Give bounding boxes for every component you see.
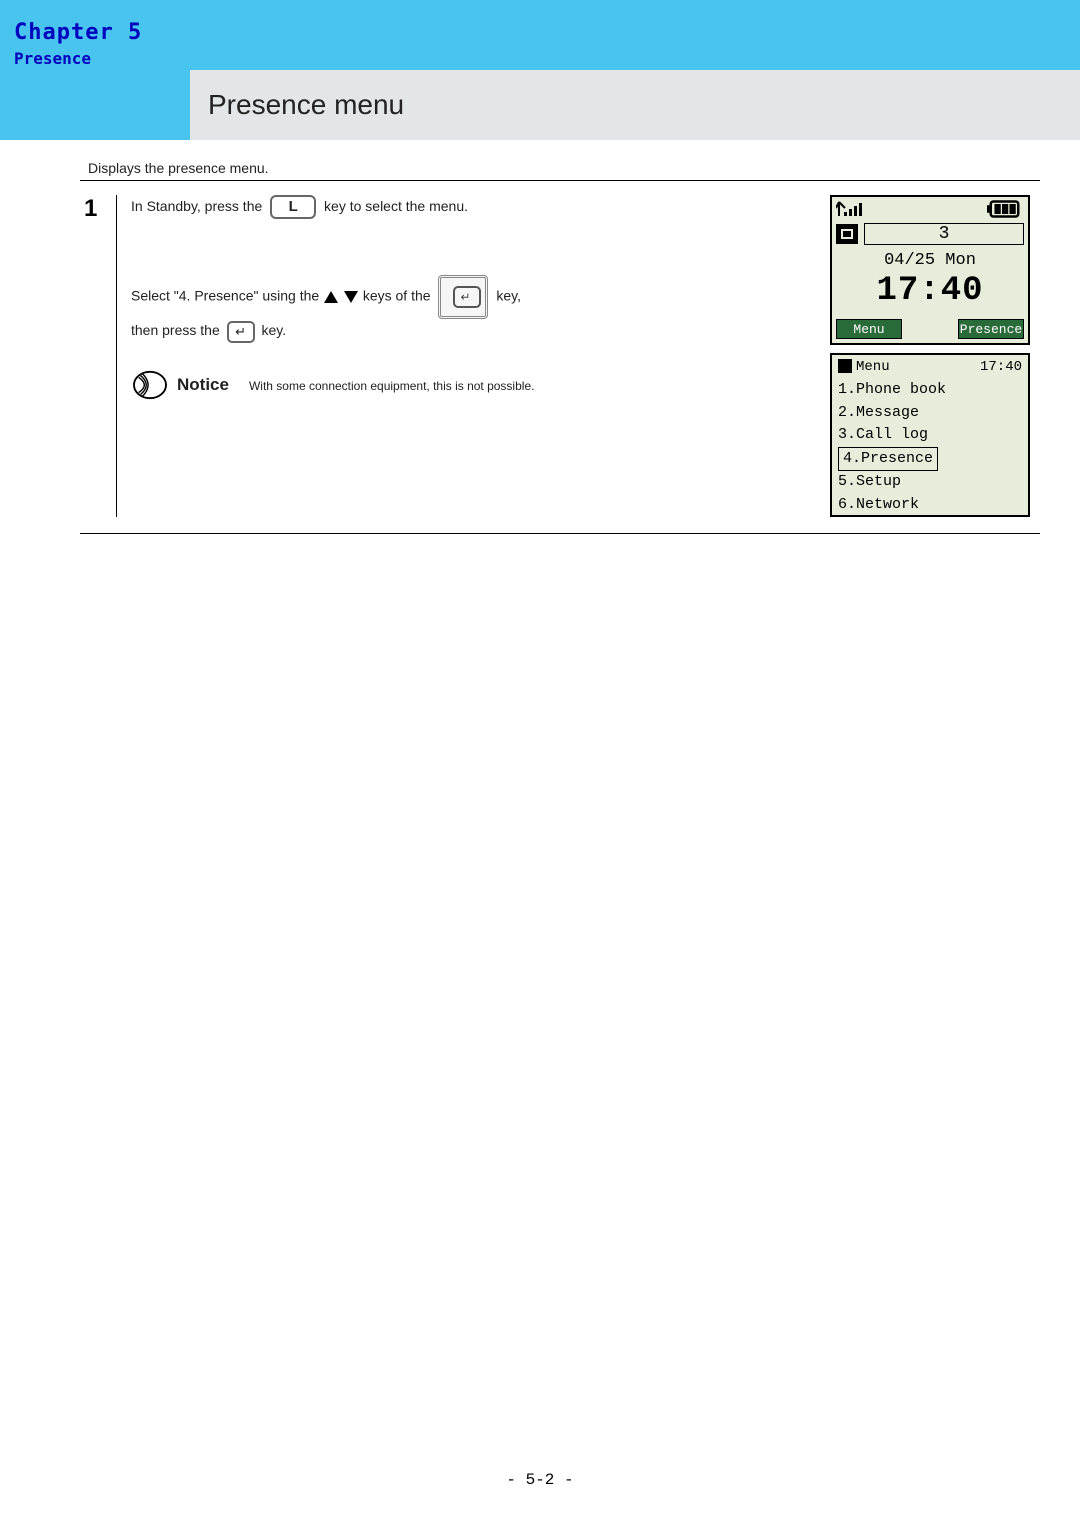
content-area: Displays the presence menu. 1 In Standby… (80, 160, 1040, 534)
enter-key-icon: ↵ (227, 321, 255, 343)
battery-icon (987, 199, 1025, 223)
step-line-3: then press the ↵ key. (131, 319, 804, 342)
standby-screen: 3 04/25 Mon 17:40 Menu Presence (830, 195, 1030, 345)
menu-item-message: 2.Message (838, 402, 1022, 425)
square-icon (838, 359, 852, 373)
section-title: Presence menu (208, 89, 404, 121)
signal-icon (836, 199, 866, 223)
softkey-presence: Presence (958, 319, 1024, 339)
menu-item-calllog: 3.Call log (838, 424, 1022, 447)
menu-item-phonebook: 1.Phone book (838, 379, 1022, 402)
menu-title: Menu (838, 359, 890, 375)
top-bar (190, 0, 1080, 70)
menu-list: 1.Phone book 2.Message 3.Call log 4.Pres… (838, 379, 1022, 516)
menu-header: Menu 17:40 (838, 359, 1022, 375)
l-key-icon: L (270, 195, 316, 219)
up-arrow-icon (324, 291, 338, 303)
text: In Standby, press the (131, 198, 262, 214)
notice-icon (131, 369, 169, 401)
step-body: In Standby, press the L key to select th… (131, 195, 816, 517)
text: then press the (131, 322, 220, 338)
notice-label: Notice (177, 375, 229, 395)
notice-row: Notice With some connection equipment, t… (131, 369, 804, 401)
step-line-1: In Standby, press the L key to select th… (131, 195, 804, 219)
text: key to select the menu. (324, 198, 468, 214)
text: key. (262, 322, 287, 338)
softkey-menu: Menu (836, 319, 902, 339)
lead-text: Displays the presence menu. (88, 160, 1040, 176)
step-line-2: Select "4. Presence" using the keys of t… (131, 275, 804, 319)
extension-box: 3 (864, 223, 1024, 245)
section-title-bar: Presence menu (190, 70, 1080, 140)
menu-item-presence: 4.Presence (838, 447, 1022, 472)
notice-text: With some connection equipment, this is … (249, 379, 534, 393)
menu-item-network: 6.Network (838, 494, 1022, 517)
step-number: 1 (80, 195, 102, 517)
lcd-row-2: 3 (832, 223, 1028, 245)
step-divider (116, 195, 117, 517)
text: keys of the (363, 288, 431, 304)
chapter-label: Chapter 5 (14, 20, 190, 45)
menu-time: 17:40 (980, 359, 1022, 375)
step-block: 1 In Standby, press the L key to select … (80, 180, 1040, 534)
menu-screen: Menu 17:40 1.Phone book 2.Message 3.Call… (830, 353, 1030, 517)
text: key, (496, 288, 521, 304)
softkey-row: Menu Presence (836, 319, 1024, 339)
navpad-icon (438, 275, 488, 319)
chapter-sidebar: Chapter 5 Presence (0, 0, 190, 140)
lcd-date: 04/25 Mon (832, 251, 1028, 270)
page-number: - 5-2 - (0, 1471, 1080, 1489)
screens-column: 3 04/25 Mon 17:40 Menu Presence Menu 17:… (830, 195, 1040, 517)
down-arrow-icon (344, 291, 358, 303)
text: Select "4. Presence" using the (131, 288, 319, 304)
chapter-subtitle: Presence (14, 49, 190, 68)
lcd-time: 17:40 (832, 272, 1028, 310)
phonebook-icon (836, 224, 858, 244)
menu-item-setup: 5.Setup (838, 471, 1022, 494)
status-bar (832, 197, 1028, 223)
